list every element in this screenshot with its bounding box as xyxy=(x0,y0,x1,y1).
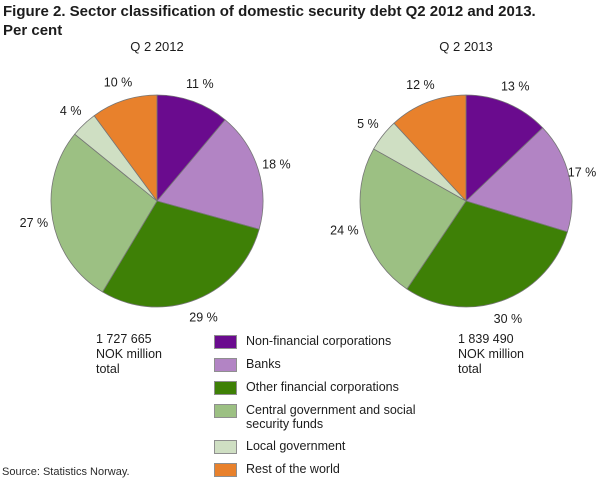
pie-value-label: 29 % xyxy=(189,310,218,324)
pie-slice xyxy=(406,200,568,308)
legend-item: Central government and social security f… xyxy=(214,403,454,431)
pie-value-label: 17 % xyxy=(568,165,597,179)
pie-slice xyxy=(50,133,158,293)
pie-value-label: 30 % xyxy=(494,312,523,326)
legend-item: Banks xyxy=(214,357,454,372)
legend-swatch xyxy=(214,440,237,454)
pie-q2-2012: 11 % 18 % 29 % 27 % 4 % 10 % xyxy=(20,76,291,325)
legend-label: Local government xyxy=(246,439,346,453)
pie-subtitle-q2-2013: Q 2 2013 xyxy=(439,39,493,54)
pie-slice xyxy=(359,148,467,290)
total-2012-amount: 1 727 665 xyxy=(96,332,152,346)
legend-item: Other financial corporations xyxy=(214,380,454,395)
legend-swatch xyxy=(214,404,237,418)
legend-item: Non-financial corporations xyxy=(214,334,454,349)
figure-title-line1: Figure 2. Sector classification of domes… xyxy=(3,3,536,20)
figure-title: Figure 2. Sector classification of domes… xyxy=(3,2,599,40)
pie-value-label: 18 % xyxy=(262,157,291,171)
pie-value-label: 24 % xyxy=(330,223,359,237)
source-text: Source: Statistics Norway. xyxy=(2,466,130,478)
total-2013: 1 839 490 NOK million total xyxy=(458,332,524,377)
pies-svg: 11 % 18 % 29 % 27 % 4 % 10 % 13 % 17 % 30 % 24 %… xyxy=(20,76,597,327)
pie-slice xyxy=(393,94,467,202)
pie-value-label: 13 % xyxy=(501,79,530,93)
legend-item: Local government xyxy=(214,439,454,454)
pie-subtitle-q2-2012: Q 2 2012 xyxy=(130,39,184,54)
pie-value-label: 4 % xyxy=(60,104,82,118)
legend: Non-financial corporations Banks Other f… xyxy=(214,334,454,483)
legend-swatch xyxy=(214,335,237,349)
legend-item: Rest of the world xyxy=(214,462,454,477)
legend-label: Other financial corporations xyxy=(246,380,399,394)
pie-q2-2013: 13 % 17 % 30 % 24 % 5 % 12 % xyxy=(330,78,596,326)
pie-slice xyxy=(465,94,544,202)
pie-value-label: 27 % xyxy=(20,216,49,230)
pie-slice xyxy=(102,200,260,308)
pie-slice xyxy=(465,127,573,233)
total-2013-word: total xyxy=(458,362,482,376)
pie-slice xyxy=(156,94,226,202)
total-2012-unit: NOK million xyxy=(96,347,162,361)
total-2013-amount: 1 839 490 xyxy=(458,332,514,346)
pie-value-label: 12 % xyxy=(406,78,435,92)
legend-label: Banks xyxy=(246,357,281,371)
pie-value-label: 11 % xyxy=(186,77,214,91)
legend-swatch xyxy=(214,358,237,372)
legend-label: Rest of the world xyxy=(246,462,340,476)
pie-value-label: 10 % xyxy=(104,76,133,90)
legend-swatch xyxy=(214,381,237,395)
legend-label: Central government and social security f… xyxy=(246,403,416,431)
total-2012: 1 727 665 NOK million total xyxy=(96,332,162,377)
figure-title-line2: Per cent xyxy=(3,22,63,39)
pie-value-label: 5 % xyxy=(357,117,379,131)
legend-swatch xyxy=(214,463,237,477)
total-2012-word: total xyxy=(96,362,120,376)
pie-slice xyxy=(93,94,158,202)
total-2013-unit: NOK million xyxy=(458,347,524,361)
legend-label: Non-financial corporations xyxy=(246,334,392,348)
pie-slice xyxy=(156,119,264,230)
